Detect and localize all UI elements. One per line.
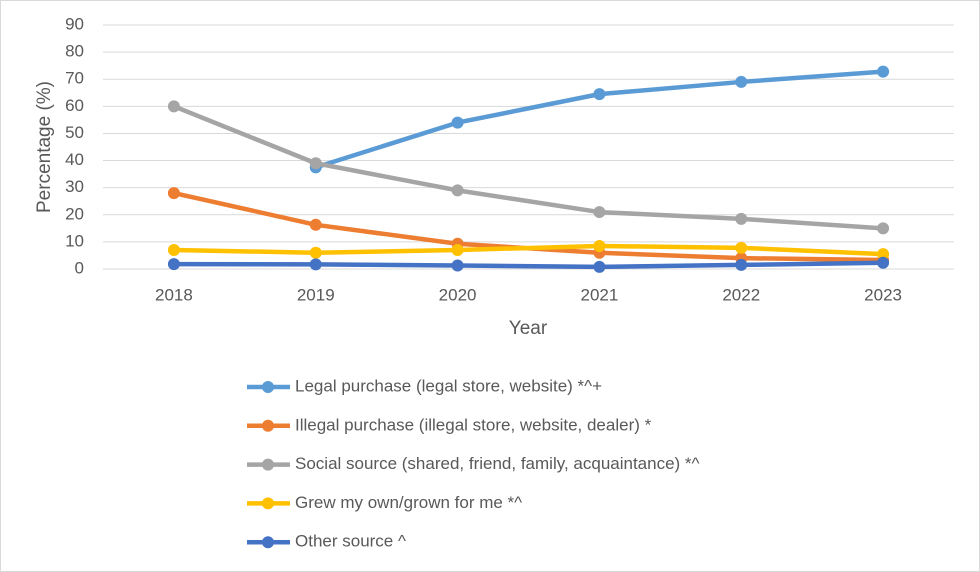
data-point <box>309 157 322 170</box>
y-tick-label: 30 <box>65 177 84 196</box>
y-tick-label: 60 <box>65 96 84 115</box>
x-tick-label: 2020 <box>439 285 477 304</box>
x-tick-label: 2022 <box>722 285 760 304</box>
series-line <box>171 104 886 231</box>
data-point <box>309 246 322 259</box>
x-tick-label: 2021 <box>581 285 619 304</box>
series-line <box>171 243 886 257</box>
legend-marker <box>262 497 274 510</box>
data-point <box>593 260 606 273</box>
data-point <box>451 116 464 129</box>
data-point <box>735 75 748 88</box>
data-point <box>451 259 464 272</box>
data-point <box>877 65 890 78</box>
data-point <box>593 239 606 252</box>
legend-marker <box>262 536 274 549</box>
data-point <box>593 88 606 101</box>
data-point <box>167 244 180 257</box>
legend-label: Other source ^ <box>295 532 406 551</box>
y-tick-label: 10 <box>65 231 84 250</box>
y-tick-label: 40 <box>65 150 84 169</box>
legend-marker <box>262 458 274 471</box>
data-point <box>451 184 464 197</box>
data-point <box>877 248 890 261</box>
y-axis-title: Percentage (%) <box>34 81 55 213</box>
legend-label: Illegal purchase (illegal store, website… <box>295 415 652 434</box>
y-tick-label: 50 <box>65 123 84 142</box>
x-tick-label: 2018 <box>155 285 193 304</box>
legend-label: Grew my own/grown for me *^ <box>295 493 522 512</box>
x-axis-title: Year <box>509 318 548 339</box>
data-point <box>735 212 748 225</box>
data-point <box>309 258 322 271</box>
x-tick-label: 2023 <box>864 285 902 304</box>
y-tick-label: 20 <box>65 204 84 223</box>
data-point <box>167 100 180 113</box>
data-point <box>167 258 180 271</box>
data-point <box>877 256 890 269</box>
y-tick-label: 90 <box>65 14 84 33</box>
data-point <box>451 244 464 257</box>
legend-label: Legal purchase (legal store, website) *^… <box>295 376 602 395</box>
y-tick-label: 0 <box>75 258 84 277</box>
legend-marker <box>262 381 274 393</box>
data-point <box>735 258 748 271</box>
data-point <box>877 222 890 235</box>
data-point <box>593 206 606 219</box>
data-point <box>735 241 748 254</box>
legend-marker <box>262 419 274 432</box>
y-tick-label: 80 <box>65 42 84 61</box>
legend-label: Social source (shared, friend, family, a… <box>295 454 700 473</box>
y-tick-label: 70 <box>65 69 84 88</box>
data-point <box>309 218 322 231</box>
x-tick-label: 2019 <box>297 285 335 304</box>
series-line <box>171 260 886 270</box>
data-point <box>167 187 180 200</box>
